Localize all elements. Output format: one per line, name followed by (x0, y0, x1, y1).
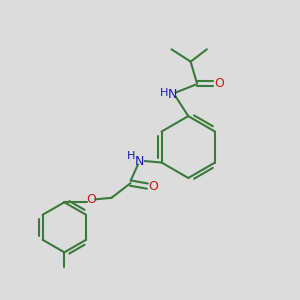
Text: H: H (127, 151, 135, 161)
Text: N: N (167, 88, 177, 100)
Text: O: O (86, 193, 96, 206)
Text: O: O (148, 180, 158, 193)
Text: N: N (135, 154, 144, 167)
Text: H: H (160, 88, 168, 98)
Text: O: O (214, 77, 224, 90)
